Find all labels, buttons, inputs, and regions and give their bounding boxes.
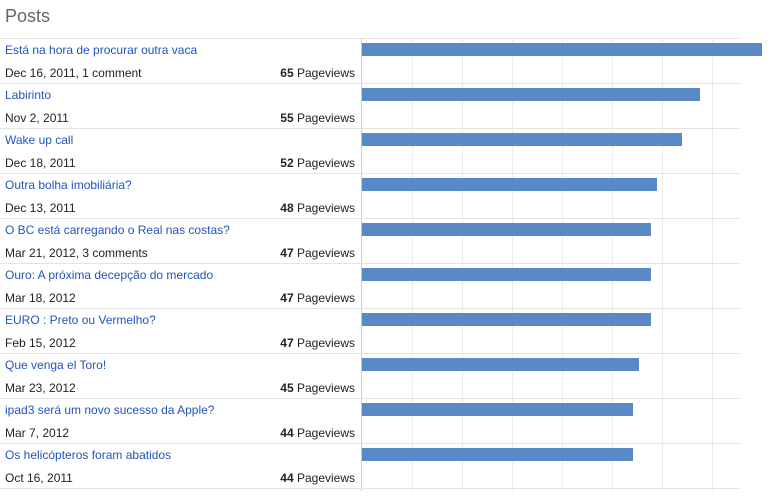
post-date-meta: Feb 15, 2012 <box>5 336 76 350</box>
post-date-meta: Nov 2, 2011 <box>5 111 69 125</box>
pageviews-count: 47 Pageviews <box>280 291 355 306</box>
pageviews-label: Pageviews <box>296 471 355 485</box>
pageviews-number: 65 <box>280 66 294 80</box>
pageviews-number: 45 <box>280 381 294 395</box>
post-date-meta: Dec 18, 2011 <box>5 156 76 170</box>
pageviews-chart <box>361 39 762 491</box>
pageviews-number: 48 <box>280 201 294 215</box>
pageviews-label: Pageviews <box>296 246 355 260</box>
pageviews-number: 55 <box>280 111 294 125</box>
post-list: Está na hora de procurar outra vaca Dec 1… <box>0 39 774 489</box>
chart-gridline <box>612 39 613 491</box>
pageviews-label: Pageviews <box>296 111 355 125</box>
pageviews-label: Pageviews <box>296 381 355 395</box>
post-row: O BC está carregando o Real nas costas? M… <box>0 219 774 264</box>
post-title-link[interactable]: Está na hora de procurar outra vaca <box>5 43 198 57</box>
post-title-link[interactable]: Wake up call <box>5 133 74 147</box>
pageviews-bar <box>362 43 762 56</box>
post-date-meta: Mar 18, 2012 <box>5 291 76 305</box>
post-row: Outra bolha imobiliária? Dec 13, 2011 48 P… <box>0 174 774 219</box>
pageviews-label: Pageviews <box>296 291 355 305</box>
pageviews-count: 55 Pageviews <box>280 111 355 126</box>
pageviews-bar <box>362 88 700 101</box>
post-date-meta: Oct 16, 2011 <box>5 471 73 485</box>
pageviews-number: 44 <box>280 426 294 440</box>
post-row: Labirinto Nov 2, 2011 55 Pageviews <box>0 84 774 129</box>
post-title-link[interactable]: Labirinto <box>5 88 52 102</box>
chart-gridline <box>462 39 463 491</box>
header-divider <box>0 38 740 39</box>
post-date-meta: Dec 13, 2011 <box>5 201 76 215</box>
pageviews-label: Pageviews <box>296 336 355 350</box>
post-title-link[interactable]: Ouro: A próxima decepção do mercado <box>5 268 214 282</box>
chart-gridline <box>412 39 413 491</box>
post-row: Que venga el Toro! Mar 23, 2012 45 Pagevie… <box>0 354 774 399</box>
pageviews-bar <box>362 133 682 146</box>
pageviews-count: 47 Pageviews <box>280 246 355 261</box>
post-row: Os helicópteros foram abatidos Oct 16, 20… <box>0 444 774 489</box>
post-row: EURO : Preto ou Vermelho? Feb 15, 2012 47 … <box>0 309 774 354</box>
post-title-link[interactable]: Os helicópteros foram abatidos <box>5 448 172 462</box>
pageviews-number: 52 <box>280 156 294 170</box>
chart-gridline <box>712 39 713 491</box>
pageviews-label: Pageviews <box>296 66 355 80</box>
pageviews-count: 48 Pageviews <box>280 201 355 216</box>
pageviews-number: 47 <box>280 246 294 260</box>
pageviews-count: 44 Pageviews <box>280 471 355 486</box>
post-row: Wake up call Dec 18, 2011 52 Pageviews <box>0 129 774 174</box>
post-title-link[interactable]: ipad3 será um novo sucesso da Apple? <box>5 403 215 417</box>
pageviews-count: 52 Pageviews <box>280 156 355 171</box>
page-title: Posts <box>5 6 51 26</box>
post-date-meta: Dec 16, 2011, 1 comment <box>5 66 142 80</box>
pageviews-number: 47 <box>280 291 294 305</box>
pageviews-count: 45 Pageviews <box>280 381 355 396</box>
pageviews-bar <box>362 268 651 281</box>
post-date-meta: Mar 7, 2012 <box>5 426 70 440</box>
pageviews-label: Pageviews <box>296 156 355 170</box>
pageviews-bar <box>362 403 633 416</box>
post-row: Ouro: A próxima decepção do mercado Mar 1… <box>0 264 774 309</box>
pageviews-bar <box>362 313 651 326</box>
chart-gridline <box>662 39 663 491</box>
pageviews-label: Pageviews <box>296 426 355 440</box>
pageviews-bar <box>362 223 651 236</box>
post-date-meta: Mar 23, 2012 <box>5 381 76 395</box>
pageviews-label: Pageviews <box>296 201 355 215</box>
post-title-link[interactable]: O BC está carregando o Real nas costas? <box>5 223 230 237</box>
chart-gridline <box>512 39 513 491</box>
post-title-link[interactable]: Que venga el Toro! <box>5 358 107 372</box>
pageviews-number: 47 <box>280 336 294 350</box>
pageviews-bar <box>362 178 657 191</box>
post-title-link[interactable]: EURO : Preto ou Vermelho? <box>5 313 156 327</box>
pageviews-number: 44 <box>280 471 294 485</box>
post-date-meta: Mar 21, 2012, 3 comments <box>5 246 148 260</box>
post-title-link[interactable]: Outra bolha imobiliária? <box>5 178 132 192</box>
pageviews-count: 47 Pageviews <box>280 336 355 351</box>
chart-gridline <box>562 39 563 491</box>
pageviews-bar <box>362 358 639 371</box>
pageviews-bar <box>362 448 633 461</box>
pageviews-count: 44 Pageviews <box>280 426 355 441</box>
pageviews-count: 65 Pageviews <box>280 66 355 81</box>
post-row: Está na hora de procurar outra vaca Dec 1… <box>0 39 774 84</box>
post-row: ipad3 será um novo sucesso da Apple? Mar … <box>0 399 774 444</box>
